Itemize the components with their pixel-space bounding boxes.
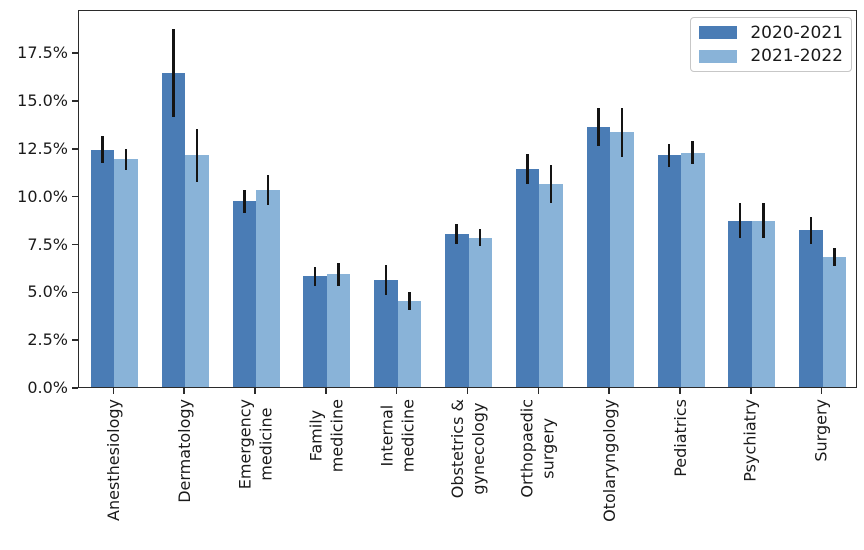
x-tick-label-emergency-medicine: Emergency medicine [235, 399, 276, 490]
bar-2021-2022-obstetrics-gynecology [468, 237, 492, 387]
x-tick [325, 388, 327, 394]
x-tick-label-dermatology: Dermatology [174, 399, 194, 503]
legend-swatch-2020-2021 [699, 26, 737, 40]
error-bar-2021-2022-otolaryngology [620, 107, 624, 158]
error-bar-2021-2022-emergency-medicine [266, 174, 270, 206]
error-bar-2020-2021-obstetrics-gynecology [455, 224, 458, 244]
error-bar-2021-2022-pediatrics [691, 141, 694, 164]
legend-entry-2020-2021: 2020-2021 [699, 22, 843, 44]
bar-2021-2022-orthopaedic-surgery [539, 184, 563, 387]
x-tick-label-surgery: Surgery [811, 399, 831, 462]
x-tick-label-psychiatry: Psychiatry [740, 399, 760, 482]
bar-2020-2021-psychiatry [728, 220, 752, 387]
error-bar-2020-2021-anesthesiology [101, 136, 104, 164]
legend-label-2021-2022: 2021-2022 [750, 46, 843, 67]
y-tick-label: 10.0% [17, 186, 68, 206]
plot-area [78, 10, 857, 388]
x-tick-label-pediatrics: Pediatrics [670, 399, 690, 477]
x-tick [820, 388, 823, 394]
x-tick [183, 388, 185, 394]
bar-2021-2022-dermatology [185, 155, 209, 387]
x-tick [395, 388, 398, 394]
x-tick-label-orthopaedic-surgery: Orthopaedic surgery [517, 399, 558, 498]
y-tick-label: 2.5% [27, 330, 68, 350]
y-tick [72, 148, 78, 150]
x-tick [750, 388, 752, 394]
legend-entry-2021-2022: 2021-2022 [699, 45, 843, 67]
legend-swatch-2021-2022 [699, 49, 737, 63]
bar-2020-2021-otolaryngology [586, 126, 611, 387]
y-tick-label: 0.0% [27, 378, 68, 397]
x-tick [679, 388, 681, 394]
x-tick-label-family-medicine: Family medicine [306, 399, 347, 473]
error-bar-2020-2021-family-medicine [313, 266, 317, 286]
x-tick-label-internal-medicine: Internal medicine [376, 399, 417, 473]
error-bar-2021-2022-surgery [833, 248, 836, 266]
error-bar-2020-2021-otolaryngology [597, 107, 600, 146]
y-tick [72, 52, 78, 54]
x-tick [112, 388, 115, 394]
x-tick [466, 388, 469, 394]
error-bar-2021-2022-psychiatry [762, 203, 765, 238]
x-tick-label-otolaryngology: Otolaryngology [599, 399, 619, 522]
bar-2021-2022-anesthesiology [114, 159, 138, 387]
bar-2021-2022-emergency-medicine [256, 189, 280, 387]
y-tick [72, 387, 78, 389]
error-bar-2021-2022-orthopaedic-surgery [549, 165, 553, 204]
y-tick [72, 339, 78, 341]
x-tick [608, 388, 610, 394]
error-bar-2021-2022-dermatology [195, 128, 199, 183]
y-tick [72, 100, 78, 102]
y-tick-label: 17.5% [17, 43, 68, 63]
error-bar-2021-2022-internal-medicine [408, 292, 411, 310]
y-tick-label: 7.5% [27, 234, 68, 254]
x-tick [254, 388, 256, 394]
bar-2021-2022-otolaryngology [610, 132, 634, 387]
legend: 2020-2021 2021-2022 [690, 17, 852, 72]
bar-2020-2021-anesthesiology [90, 149, 115, 387]
bar-2021-2022-family-medicine [326, 274, 351, 387]
y-tick [72, 195, 78, 198]
y-tick-label: 5.0% [27, 282, 68, 302]
y-tick [72, 243, 78, 246]
bar-2021-2022-pediatrics [681, 152, 705, 387]
bar-2020-2021-obstetrics-gynecology [445, 233, 469, 387]
x-tick [537, 388, 540, 394]
x-tick-label-anesthesiology: Anesthesiology [103, 399, 123, 521]
y-tick-label: 12.5% [17, 138, 68, 158]
bar-2021-2022-internal-medicine [397, 300, 422, 387]
error-bar-2020-2021-dermatology [172, 29, 175, 118]
bar-2021-2022-surgery [822, 256, 847, 387]
x-tick-label-obstetrics-gynecology: Obstetrics & gynecology [447, 399, 488, 499]
error-bar-2021-2022-obstetrics-gynecology [478, 229, 482, 247]
bar-2020-2021-dermatology [161, 73, 186, 387]
error-bar-2020-2021-orthopaedic-surgery [526, 153, 529, 185]
error-bar-2020-2021-internal-medicine [384, 264, 388, 296]
bar-2020-2021-internal-medicine [374, 279, 398, 387]
error-bar-2020-2021-emergency-medicine [243, 189, 246, 213]
y-tick [72, 291, 78, 294]
y-tick-label: 15.0% [17, 90, 68, 110]
legend-label-2020-2021: 2020-2021 [750, 22, 843, 43]
error-bar-2020-2021-pediatrics [667, 143, 671, 167]
error-bar-2021-2022-family-medicine [337, 262, 340, 286]
error-bar-2021-2022-anesthesiology [124, 148, 128, 170]
bar-2020-2021-orthopaedic-surgery [515, 168, 540, 387]
bar-2020-2021-surgery [799, 230, 823, 387]
error-bar-2020-2021-psychiatry [738, 203, 742, 238]
bar-2020-2021-emergency-medicine [232, 201, 256, 387]
bar-2020-2021-family-medicine [303, 276, 327, 387]
bar-2021-2022-psychiatry [751, 220, 776, 387]
bar-2020-2021-pediatrics [657, 155, 681, 387]
error-bar-2020-2021-surgery [809, 216, 813, 244]
